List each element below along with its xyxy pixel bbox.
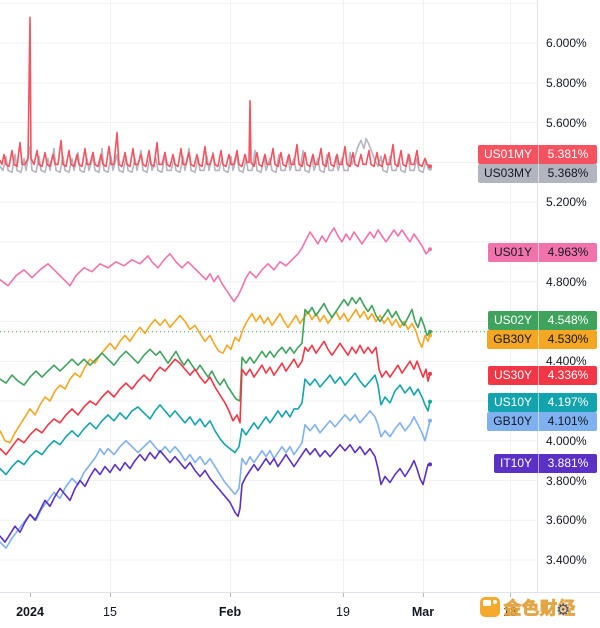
series-line-GB30Y [0, 308, 431, 444]
series-end-dot-US01Y [428, 247, 432, 252]
watermark: 金色财经 [480, 594, 576, 619]
price-tick-label: 6.000% [546, 36, 587, 51]
price-tag-US02Y[interactable]: US02Y 4.548% [487, 310, 597, 330]
price-tag-US03MY[interactable]: US03MY 5.368% [477, 163, 597, 183]
price-tag-value: 4.336% [538, 365, 597, 385]
watermark-logo-icon [480, 596, 500, 617]
series-line-US02Y [0, 296, 431, 402]
series-end-dot-IT10Y [428, 462, 432, 467]
price-tick-label: 5.200% [546, 195, 587, 210]
price-tag-symbol: US02Y [487, 310, 538, 330]
time-tick-label: Feb [218, 605, 242, 619]
price-tag-US30Y[interactable]: US30Y 4.336% [487, 365, 597, 385]
price-tag-symbol: IT10Y [493, 453, 538, 473]
price-tag-symbol: GB10Y [487, 411, 538, 431]
price-tick-label: 4.800% [546, 274, 587, 289]
price-tick-label: 5.600% [546, 115, 587, 130]
price-tag-US01MY[interactable]: US01MY 5.381% [477, 144, 597, 164]
price-tick-label: 4.400% [546, 354, 587, 369]
price-tag-symbol: US10Y [487, 392, 538, 412]
price-tag-symbol: US03MY [477, 163, 538, 183]
series-end-dot-US02Y [428, 329, 432, 334]
price-tick-label: 4.000% [546, 433, 587, 448]
time-tick-mark [423, 593, 424, 597]
price-tick-label: 5.800% [546, 75, 587, 90]
series-line-US10Y [0, 372, 431, 476]
axis-settings-gear-icon[interactable]: ⚙ [556, 602, 571, 619]
series-line-GB10Y [0, 410, 431, 549]
price-tag-GB30Y[interactable]: GB30Y 4.530% [487, 329, 597, 349]
series-end-dot-GB10Y [428, 418, 432, 423]
price-tag-symbol: US01MY [477, 144, 538, 164]
series-end-dot-US01MY [428, 164, 432, 169]
time-tick-label: 2024 [16, 605, 44, 619]
series-end-dot-US30Y [428, 371, 432, 376]
time-tick-label: Mar [411, 605, 435, 619]
watermark-text: 金色财经 [504, 599, 576, 619]
time-tick-mark [230, 593, 231, 597]
price-tick-label: 3.400% [546, 553, 587, 567]
price-tag-US10Y[interactable]: US10Y 4.197% [487, 392, 597, 412]
time-tick-label: 18 [503, 605, 517, 619]
price-tag-value: 4.530% [538, 329, 597, 349]
price-tag-value: 5.368% [538, 163, 597, 183]
series-end-dot-GB30Y [428, 333, 432, 338]
chart-pane[interactable] [0, 0, 537, 592]
time-tick-label: 19 [336, 605, 350, 619]
price-tag-symbol: GB30Y [487, 329, 538, 349]
series-line-US01Y [0, 227, 431, 303]
price-tag-value: 3.881% [538, 453, 597, 473]
price-tag-symbol: US30Y [487, 365, 538, 385]
price-tag-GB10Y[interactable]: GB10Y 4.101% [487, 411, 597, 431]
time-tick-mark [343, 593, 344, 597]
time-tick-mark [30, 593, 31, 597]
plot-svg [0, 0, 537, 592]
price-tick-label: 3.800% [546, 473, 587, 488]
price-tick-label: 3.600% [546, 513, 587, 528]
series-line-US01MY [0, 16, 431, 168]
series-line-US30Y [0, 340, 431, 456]
series-line-IT10Y [0, 443, 431, 543]
time-tick-mark [510, 593, 511, 597]
price-tag-symbol: US01Y [487, 242, 538, 262]
price-tag-IT10Y[interactable]: IT10Y 3.881% [493, 453, 597, 473]
price-tag-value: 4.101% [538, 411, 597, 431]
series-end-dot-US10Y [428, 399, 432, 404]
time-tick-mark [110, 593, 111, 597]
price-tag-value: 4.548% [538, 310, 597, 330]
time-tick-label: 15 [103, 605, 117, 619]
price-tag-value: 4.197% [538, 392, 597, 412]
price-tag-value: 4.963% [538, 242, 597, 262]
price-tag-value: 5.381% [538, 144, 597, 164]
series-line-US03MY [0, 137, 431, 174]
time-axis[interactable]: 2024 15 Feb 19 Mar 18 [0, 592, 600, 628]
price-tag-US01Y[interactable]: US01Y 4.963% [487, 242, 597, 262]
